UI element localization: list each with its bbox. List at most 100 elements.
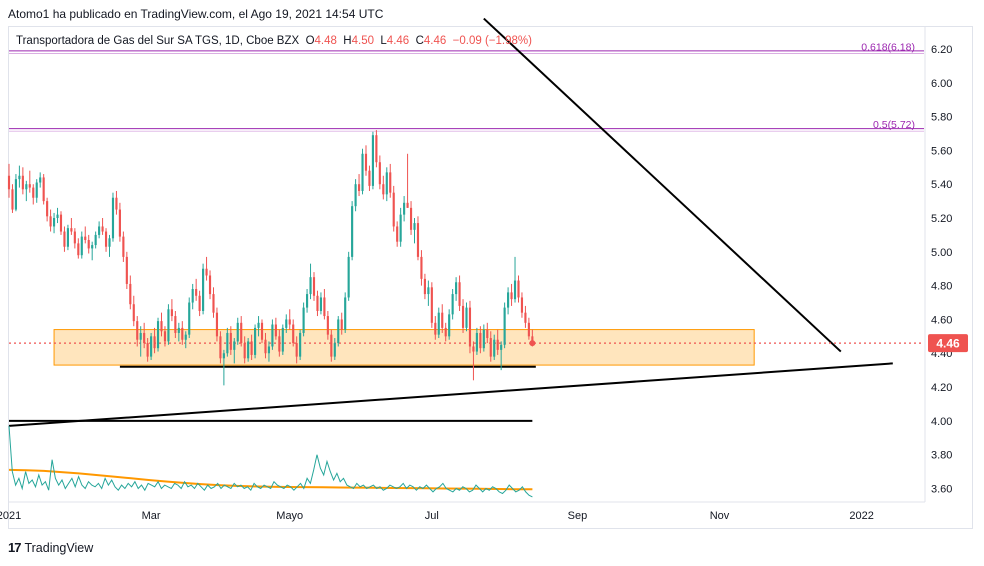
candle-body [35,182,38,198]
candle-body [302,307,305,333]
candle-body [264,339,267,354]
candle-body [472,346,475,352]
candle-body [361,153,364,191]
candle-body [257,322,260,328]
candle-body [406,202,409,208]
candle-body [389,172,392,193]
candle-body [32,187,35,198]
candle-body [371,135,374,186]
candle-body [482,329,485,349]
candle-body [309,277,312,295]
time-tick-label: Mayo [276,510,303,522]
time-tick-label: 2021 [0,510,21,522]
candle-body [278,336,281,352]
symbol-name: Transportadora de Gas del Sur SA TGS, 1D… [16,35,300,47]
candle-body [316,295,319,311]
candle-body [292,324,295,344]
candle-body [84,236,87,240]
price-tick-label: 4.20 [931,382,952,394]
candle-body [364,153,368,171]
candle-body [139,332,142,340]
candle-body [295,343,298,357]
candle-body [486,329,489,339]
candle-body [94,234,97,246]
candle-body [271,324,274,347]
candle-body [56,214,59,219]
support-zone-rect [53,329,755,366]
candle-body [281,327,284,352]
candle-body [11,189,14,210]
candle-body [330,334,333,357]
candle-body [104,231,108,247]
candle-body [378,162,381,185]
candle-body [136,321,139,340]
price-tick-label: 3.60 [931,483,952,495]
candle-body [444,327,447,337]
change-value: −0.09 (−1.98%) [452,35,532,47]
candle-body [385,172,388,195]
price-tick-label: 5.60 [931,145,952,157]
published-by-line: Atomo1 ha publicado en TradingView.com, … [8,7,384,21]
candle-body [122,236,125,257]
candle-body [347,256,350,298]
price-tick-label: 4.00 [931,416,952,428]
candle-body [500,344,503,350]
candle-body [527,322,530,337]
candle-body [524,312,527,323]
candle-body [493,339,496,357]
price-tick-label: 5.80 [931,112,952,124]
candle-body [229,332,232,350]
candle-body [465,307,468,328]
candle-body [115,197,118,210]
candle-body [427,287,430,295]
candle-body [174,316,177,333]
candle-body [66,228,69,247]
candle-body [98,226,101,235]
candle-body [479,332,482,349]
candle-body [118,209,121,237]
candle-body [101,226,104,232]
candle-body [299,332,302,357]
candle-body [357,184,361,191]
candle-body [260,322,264,340]
candle-body [170,309,173,317]
candle-body [87,239,90,249]
candle-body [52,218,56,227]
candle-body [319,297,323,311]
candle-body [517,280,520,298]
candle-body [247,341,250,359]
candle-body [437,312,440,335]
candle-body [160,321,163,332]
axes-layer: 6.206.005.805.605.405.205.004.804.604.40… [0,27,968,522]
symbol-legend: Transportadora de Gas del Sur SA TGS, 1D… [16,35,532,47]
candle-body [156,321,160,349]
candle-body [267,346,271,354]
candle-body [496,339,499,350]
chart-frame [8,26,973,529]
candle-body [191,289,194,303]
candle-body [177,327,180,333]
candle-body [212,294,215,313]
candle-body [143,332,146,344]
drawing-lines-layer: 0.618(6.18) 0.5(5.72) [8,17,924,427]
candle-body [226,332,229,354]
candle-body [288,319,291,325]
candle-body [312,277,316,296]
candle-body [77,243,80,256]
price-tick-label: 6.20 [931,44,952,56]
candle-body [91,245,94,249]
time-tick-label: Mar [142,510,161,522]
candle-body [333,343,336,357]
candle-body [420,256,423,279]
candle-body [323,297,326,317]
candle-body [80,236,83,256]
price-tick-label: 6.00 [931,78,952,90]
candle-body [188,302,191,335]
candle-body [111,197,115,239]
tradingview-brand[interactable]: 17 TradingView [8,540,93,555]
time-tick-label: Sep [568,510,588,522]
low-value: 4.46 [386,35,410,47]
candle-body [153,336,156,349]
fib-level-label: 0.5(5.72) [873,119,915,131]
